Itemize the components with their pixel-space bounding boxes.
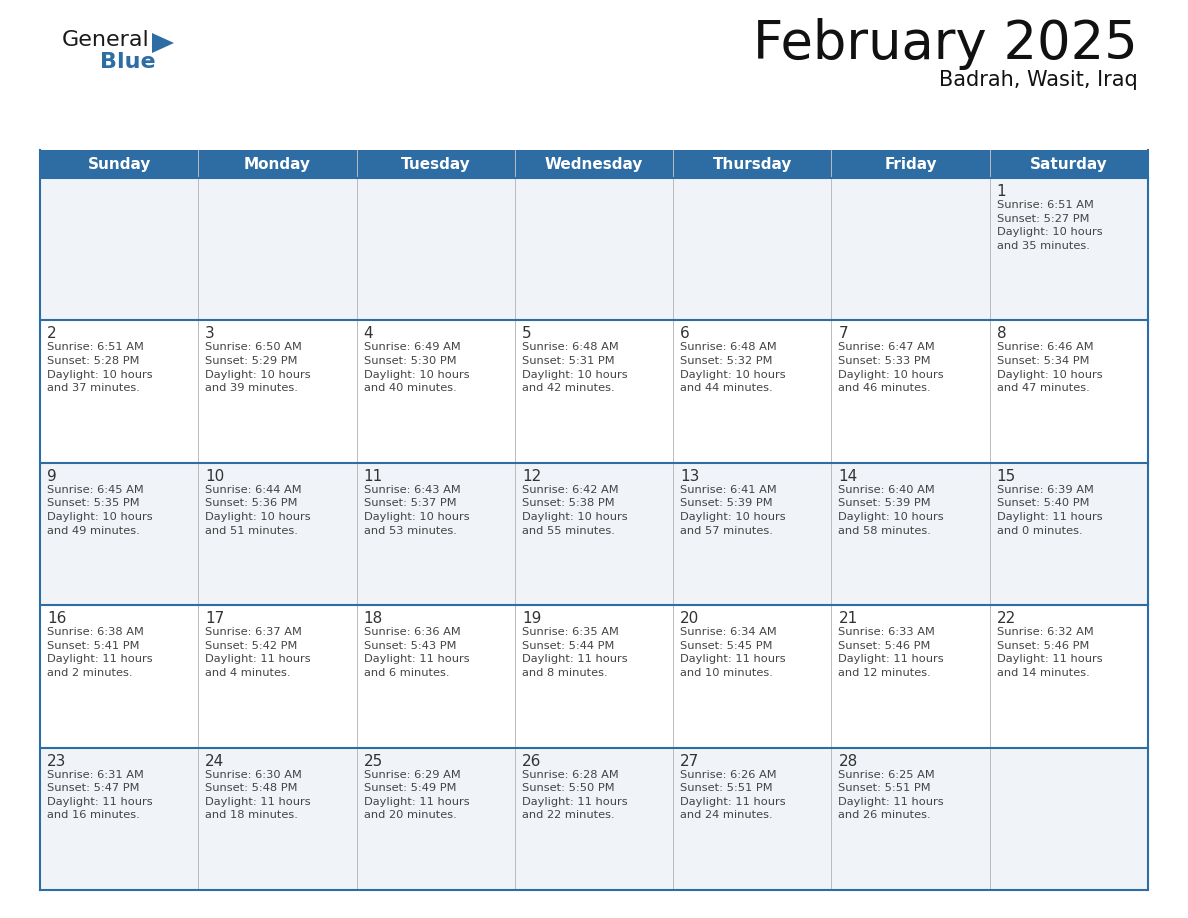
Bar [40, 178, 1148, 320]
Text: 27: 27 [681, 754, 700, 768]
Text: Sunrise: 6:28 AM
Sunset: 5:50 PM
Daylight: 11 hours
and 22 minutes.: Sunrise: 6:28 AM Sunset: 5:50 PM Dayligh… [522, 769, 627, 821]
Text: 18: 18 [364, 611, 383, 626]
Text: 21: 21 [839, 611, 858, 626]
Bar [40, 320, 1148, 463]
Text: Sunrise: 6:44 AM
Sunset: 5:36 PM
Daylight: 10 hours
and 51 minutes.: Sunrise: 6:44 AM Sunset: 5:36 PM Dayligh… [206, 485, 311, 535]
Text: 17: 17 [206, 611, 225, 626]
Text: Sunrise: 6:36 AM
Sunset: 5:43 PM
Daylight: 11 hours
and 6 minutes.: Sunrise: 6:36 AM Sunset: 5:43 PM Dayligh… [364, 627, 469, 678]
Text: Sunrise: 6:41 AM
Sunset: 5:39 PM
Daylight: 10 hours
and 57 minutes.: Sunrise: 6:41 AM Sunset: 5:39 PM Dayligh… [681, 485, 785, 535]
Text: Sunrise: 6:43 AM
Sunset: 5:37 PM
Daylight: 10 hours
and 53 minutes.: Sunrise: 6:43 AM Sunset: 5:37 PM Dayligh… [364, 485, 469, 535]
Text: Tuesday: Tuesday [400, 156, 470, 172]
Text: Monday: Monday [244, 156, 311, 172]
Text: 1: 1 [997, 184, 1006, 199]
Text: 13: 13 [681, 469, 700, 484]
Bar [40, 463, 1148, 605]
Text: 23: 23 [48, 754, 67, 768]
Text: Sunrise: 6:37 AM
Sunset: 5:42 PM
Daylight: 11 hours
and 4 minutes.: Sunrise: 6:37 AM Sunset: 5:42 PM Dayligh… [206, 627, 311, 678]
Text: Sunrise: 6:39 AM
Sunset: 5:40 PM
Daylight: 11 hours
and 0 minutes.: Sunrise: 6:39 AM Sunset: 5:40 PM Dayligh… [997, 485, 1102, 535]
Text: Friday: Friday [884, 156, 937, 172]
Text: 26: 26 [522, 754, 542, 768]
Text: Sunrise: 6:26 AM
Sunset: 5:51 PM
Daylight: 11 hours
and 24 minutes.: Sunrise: 6:26 AM Sunset: 5:51 PM Dayligh… [681, 769, 785, 821]
Text: General: General [62, 30, 150, 50]
Text: 28: 28 [839, 754, 858, 768]
Text: Sunrise: 6:46 AM
Sunset: 5:34 PM
Daylight: 10 hours
and 47 minutes.: Sunrise: 6:46 AM Sunset: 5:34 PM Dayligh… [997, 342, 1102, 393]
Text: Sunrise: 6:35 AM
Sunset: 5:44 PM
Daylight: 11 hours
and 8 minutes.: Sunrise: 6:35 AM Sunset: 5:44 PM Dayligh… [522, 627, 627, 678]
Text: Sunrise: 6:34 AM
Sunset: 5:45 PM
Daylight: 11 hours
and 10 minutes.: Sunrise: 6:34 AM Sunset: 5:45 PM Dayligh… [681, 627, 785, 678]
Text: Sunrise: 6:32 AM
Sunset: 5:46 PM
Daylight: 11 hours
and 14 minutes.: Sunrise: 6:32 AM Sunset: 5:46 PM Dayligh… [997, 627, 1102, 678]
Text: 12: 12 [522, 469, 541, 484]
Text: 20: 20 [681, 611, 700, 626]
Text: Sunrise: 6:30 AM
Sunset: 5:48 PM
Daylight: 11 hours
and 18 minutes.: Sunrise: 6:30 AM Sunset: 5:48 PM Dayligh… [206, 769, 311, 821]
Text: 2: 2 [48, 327, 57, 341]
Text: Sunrise: 6:38 AM
Sunset: 5:41 PM
Daylight: 11 hours
and 2 minutes.: Sunrise: 6:38 AM Sunset: 5:41 PM Dayligh… [48, 627, 152, 678]
Text: Wednesday: Wednesday [545, 156, 643, 172]
Bar [40, 605, 1148, 747]
Text: 8: 8 [997, 327, 1006, 341]
Text: 19: 19 [522, 611, 542, 626]
Text: 9: 9 [48, 469, 57, 484]
Text: Sunrise: 6:31 AM
Sunset: 5:47 PM
Daylight: 11 hours
and 16 minutes.: Sunrise: 6:31 AM Sunset: 5:47 PM Dayligh… [48, 769, 152, 821]
Text: February 2025: February 2025 [753, 18, 1138, 70]
Polygon shape [152, 33, 173, 53]
Text: Thursday: Thursday [713, 156, 792, 172]
Text: 11: 11 [364, 469, 383, 484]
Text: Sunrise: 6:25 AM
Sunset: 5:51 PM
Daylight: 11 hours
and 26 minutes.: Sunrise: 6:25 AM Sunset: 5:51 PM Dayligh… [839, 769, 944, 821]
Text: 15: 15 [997, 469, 1016, 484]
Text: Blue: Blue [100, 52, 156, 72]
Text: Sunday: Sunday [88, 156, 151, 172]
Bar [40, 150, 1148, 178]
Text: 24: 24 [206, 754, 225, 768]
Text: Sunrise: 6:48 AM
Sunset: 5:32 PM
Daylight: 10 hours
and 44 minutes.: Sunrise: 6:48 AM Sunset: 5:32 PM Dayligh… [681, 342, 785, 393]
Text: 14: 14 [839, 469, 858, 484]
Text: 5: 5 [522, 327, 531, 341]
Text: Sunrise: 6:42 AM
Sunset: 5:38 PM
Daylight: 10 hours
and 55 minutes.: Sunrise: 6:42 AM Sunset: 5:38 PM Dayligh… [522, 485, 627, 535]
Text: 16: 16 [48, 611, 67, 626]
Bar [40, 747, 1148, 890]
Text: Sunrise: 6:33 AM
Sunset: 5:46 PM
Daylight: 11 hours
and 12 minutes.: Sunrise: 6:33 AM Sunset: 5:46 PM Dayligh… [839, 627, 944, 678]
Text: Sunrise: 6:50 AM
Sunset: 5:29 PM
Daylight: 10 hours
and 39 minutes.: Sunrise: 6:50 AM Sunset: 5:29 PM Dayligh… [206, 342, 311, 393]
Text: 10: 10 [206, 469, 225, 484]
Text: 4: 4 [364, 327, 373, 341]
Text: 22: 22 [997, 611, 1016, 626]
Text: Sunrise: 6:49 AM
Sunset: 5:30 PM
Daylight: 10 hours
and 40 minutes.: Sunrise: 6:49 AM Sunset: 5:30 PM Dayligh… [364, 342, 469, 393]
Text: Sunrise: 6:47 AM
Sunset: 5:33 PM
Daylight: 10 hours
and 46 minutes.: Sunrise: 6:47 AM Sunset: 5:33 PM Dayligh… [839, 342, 944, 393]
Text: Saturday: Saturday [1030, 156, 1107, 172]
Text: 7: 7 [839, 327, 848, 341]
Text: Sunrise: 6:29 AM
Sunset: 5:49 PM
Daylight: 11 hours
and 20 minutes.: Sunrise: 6:29 AM Sunset: 5:49 PM Dayligh… [364, 769, 469, 821]
Text: Sunrise: 6:51 AM
Sunset: 5:27 PM
Daylight: 10 hours
and 35 minutes.: Sunrise: 6:51 AM Sunset: 5:27 PM Dayligh… [997, 200, 1102, 251]
Text: Sunrise: 6:40 AM
Sunset: 5:39 PM
Daylight: 10 hours
and 58 minutes.: Sunrise: 6:40 AM Sunset: 5:39 PM Dayligh… [839, 485, 944, 535]
Text: Sunrise: 6:48 AM
Sunset: 5:31 PM
Daylight: 10 hours
and 42 minutes.: Sunrise: 6:48 AM Sunset: 5:31 PM Dayligh… [522, 342, 627, 393]
Text: 6: 6 [681, 327, 690, 341]
Text: Badrah, Wasit, Iraq: Badrah, Wasit, Iraq [940, 70, 1138, 90]
Text: Sunrise: 6:45 AM
Sunset: 5:35 PM
Daylight: 10 hours
and 49 minutes.: Sunrise: 6:45 AM Sunset: 5:35 PM Dayligh… [48, 485, 152, 535]
Text: Sunrise: 6:51 AM
Sunset: 5:28 PM
Daylight: 10 hours
and 37 minutes.: Sunrise: 6:51 AM Sunset: 5:28 PM Dayligh… [48, 342, 152, 393]
Text: 3: 3 [206, 327, 215, 341]
Text: 25: 25 [364, 754, 383, 768]
